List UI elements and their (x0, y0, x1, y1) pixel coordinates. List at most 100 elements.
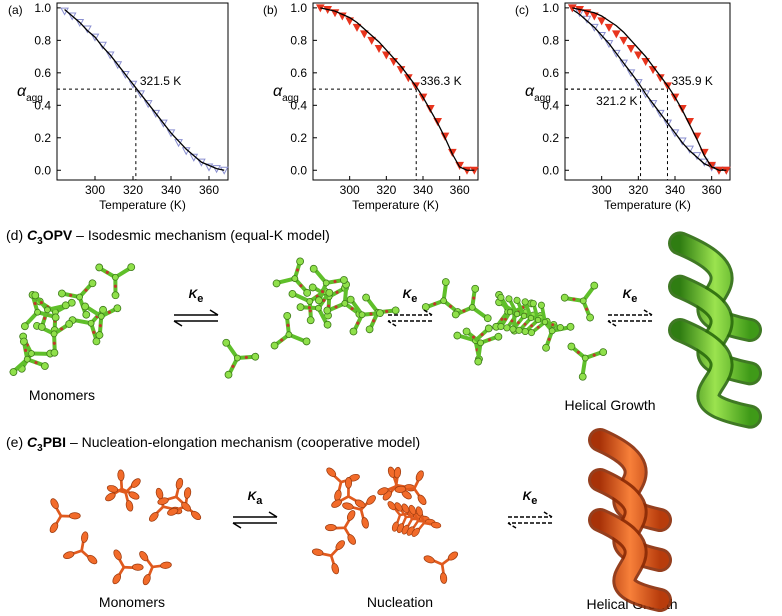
plot-frame (312, 2, 479, 181)
molecule (558, 278, 612, 330)
equilibrium-arrow (508, 511, 553, 518)
y-axis-label: αagg (525, 83, 551, 104)
equilibrium-arrow (174, 309, 219, 316)
molecule (336, 485, 380, 532)
rate-sub: e (531, 495, 537, 507)
molecule (56, 528, 101, 576)
data-point (159, 119, 168, 128)
equilibrium-arrow (507, 522, 552, 529)
data-point (83, 25, 92, 34)
rate-sub: a (256, 495, 263, 507)
data-point (611, 49, 621, 58)
rate-sub: e (631, 293, 637, 305)
data-point (619, 36, 629, 45)
molecule (53, 271, 99, 321)
data-point (219, 166, 229, 175)
data-point (121, 70, 130, 80)
rate-constant: Ke (403, 287, 418, 305)
equilibrium-arrow (607, 320, 652, 327)
y-axis-label: αagg (273, 83, 299, 104)
mechanism: – Isodesmic mechanism (equal-K model) (76, 227, 330, 243)
y-tick-label: 0.4 (34, 98, 51, 112)
y-axis-subscript: agg (26, 93, 43, 104)
x-tick-label: 360 (199, 183, 219, 197)
data-point (128, 80, 138, 89)
data-point (105, 51, 115, 60)
annotation: 336.3 K (420, 74, 461, 88)
y-axis-symbol: α (273, 83, 283, 100)
rate-constant: Ke (189, 287, 204, 305)
compound: C (27, 434, 38, 450)
rate-k: K (623, 287, 633, 301)
fit-line (64, 9, 225, 171)
data-point (633, 51, 643, 60)
data-point (648, 100, 658, 109)
rate-k: K (248, 489, 258, 503)
data-point (90, 33, 100, 42)
compound-sub: 3 (37, 236, 43, 247)
rate-constant: Ke (623, 287, 638, 305)
data-point (143, 100, 153, 109)
y-axis-subscript: agg (282, 93, 299, 104)
fit-line (320, 7, 475, 171)
data-point (611, 30, 621, 39)
x-tick-label: 360 (450, 183, 470, 197)
fit-line (572, 7, 727, 171)
rate-constant: Ke (523, 489, 538, 507)
data-point (604, 40, 614, 49)
molecule (97, 545, 148, 595)
x-tick-label: 320 (376, 183, 396, 197)
y-tick-label: 0.6 (34, 66, 51, 80)
y-tick-label: 0.2 (290, 131, 307, 145)
rate-constant: Ka (248, 489, 264, 507)
rate-k: K (523, 489, 533, 503)
compound: C (27, 227, 38, 243)
x-tick-label: 340 (161, 183, 181, 197)
rate-k: K (403, 287, 413, 301)
molecule (419, 536, 470, 588)
data-point (381, 51, 391, 60)
x-tick-label: 340 (413, 183, 433, 197)
molecule (449, 312, 506, 369)
x-tick-label: 320 (628, 183, 648, 197)
y-tick-label: 0.8 (34, 33, 51, 47)
data-point (113, 61, 123, 70)
caption: Helical Growth (564, 397, 655, 413)
section-title: (d) C3OPV – Isodesmic mechanism (equal-K… (6, 227, 330, 247)
data-point (589, 23, 599, 32)
data-point (604, 23, 614, 32)
x-tick-label: 300 (85, 183, 105, 197)
y-axis-label: αagg (17, 83, 43, 104)
data-point (626, 44, 636, 54)
x-axis-label: Temperature (K) (604, 198, 691, 212)
data-point (670, 129, 680, 138)
data-point (655, 109, 665, 118)
x-axis-label: Temperature (K) (99, 198, 186, 212)
x-axis-label: Temperature (K) (352, 198, 439, 212)
y-axis-subscript: agg (534, 93, 551, 104)
mechanism: – Nucleation-elongation mechanism (coope… (70, 434, 420, 450)
rate-sub: e (411, 293, 417, 305)
data-point (619, 59, 629, 68)
x-tick-label: 300 (592, 183, 612, 197)
plot-frame (56, 2, 229, 181)
data-point (626, 69, 636, 78)
chart-panel: 0.0 0.2 0.4 0.6 0.8 1.0 300 320 340 360 Temperatur… (263, 1, 479, 212)
annotation: 321.5 K (140, 74, 181, 88)
panel-label: (a) (8, 3, 23, 17)
y-tick-label: 0.4 (542, 98, 559, 112)
annotation: 335.9 K (671, 74, 712, 88)
data-point (641, 57, 651, 67)
data-point (166, 129, 176, 138)
y-tick-label: 0.4 (290, 98, 307, 112)
compound-sub: 3 (37, 443, 43, 454)
x-tick-label: 340 (665, 183, 685, 197)
compound-name: OPV (43, 227, 73, 243)
data-point (633, 79, 643, 88)
x-tick-label: 360 (702, 183, 722, 197)
data-point (597, 31, 607, 41)
chart-panel: 0.0 0.2 0.4 0.6 0.8 1.0 300 320 340 360 Temperatur… (8, 1, 229, 212)
y-tick-label: 0.6 (290, 66, 307, 80)
y-tick-label: 1.0 (542, 1, 559, 15)
